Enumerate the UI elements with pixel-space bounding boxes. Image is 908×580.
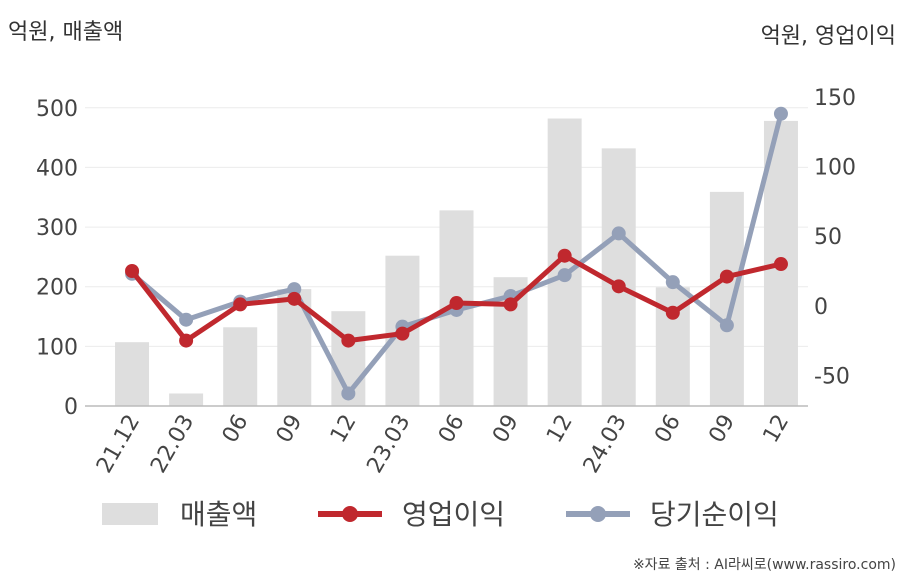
series-point	[233, 297, 248, 312]
series-point	[719, 318, 734, 333]
bar	[169, 393, 204, 406]
series-point	[611, 226, 626, 241]
series-point	[179, 333, 194, 348]
legend-label: 매출액	[180, 498, 257, 531]
x-tick-label: 23.03	[362, 411, 415, 478]
x-tick-label: 12	[326, 411, 362, 448]
series-point	[773, 257, 788, 272]
x-tick-label: 09	[488, 411, 524, 448]
series-point	[179, 312, 194, 327]
x-tick-label: 06	[218, 411, 254, 448]
x-tick-label: 12	[759, 411, 795, 448]
series-point	[125, 264, 140, 279]
left-tick-label: 500	[36, 97, 78, 122]
series-point	[611, 279, 626, 294]
left-tick-label: 100	[36, 335, 78, 360]
series-point	[665, 275, 680, 290]
series-point	[503, 297, 518, 312]
left-axis-unit: 억원, 매출액	[8, 20, 124, 45]
series-point	[557, 268, 572, 283]
x-tick-label: 09	[272, 411, 308, 448]
left-tick-label: 300	[36, 216, 78, 241]
series-point	[665, 305, 680, 320]
legend-swatch-bar	[102, 503, 158, 525]
series-point	[395, 326, 410, 341]
bar	[223, 327, 258, 406]
series-point	[287, 282, 302, 297]
x-tick-label: 09	[704, 411, 740, 448]
legend-swatch-point	[342, 506, 358, 522]
x-tick-label: 21.12	[92, 411, 145, 478]
series-point	[341, 333, 356, 348]
right-axis-unit: 억원, 영업이익	[760, 24, 896, 49]
series-point	[449, 296, 464, 311]
legend-label: 당기순이익	[650, 498, 779, 531]
x-tick-label: 06	[434, 411, 470, 448]
x-tick-label: 24.03	[579, 411, 632, 478]
x-tick-label: 06	[650, 411, 686, 448]
right-tick-label: 0	[814, 295, 828, 320]
legend-label: 영업이익	[402, 498, 505, 531]
bar	[709, 191, 744, 406]
right-tick-label: 50	[814, 225, 842, 250]
right-tick-label: 150	[814, 86, 856, 111]
series-point	[341, 386, 356, 401]
right-tick-label: -50	[814, 364, 850, 389]
x-tick-label: 22.03	[146, 411, 199, 478]
series-point	[719, 269, 734, 284]
left-tick-label: 200	[36, 276, 78, 301]
series-point	[287, 291, 302, 306]
left-tick-label: 400	[36, 156, 78, 181]
right-tick-label: 100	[814, 156, 856, 181]
bar	[115, 342, 150, 406]
x-tick-label: 12	[542, 411, 578, 448]
series-point	[557, 248, 572, 263]
legend-swatch-point	[590, 506, 606, 522]
left-tick-label: 0	[64, 395, 78, 420]
series-point	[773, 106, 788, 121]
source-credit: ※자료 출처 : AI라씨로(www.rassiro.com)	[632, 557, 896, 573]
